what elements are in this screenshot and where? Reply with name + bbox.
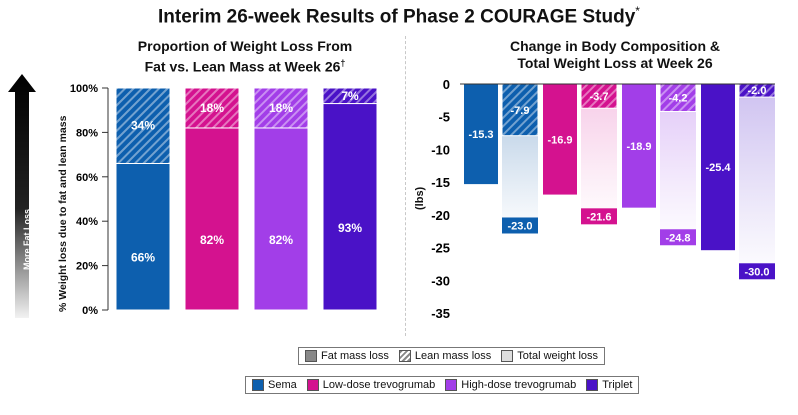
right-bar-lean-label-high-dose: -4.2: [669, 93, 688, 105]
right-chart-title-line2: Total Weight Loss at Week 26: [517, 55, 713, 71]
left-bar-fat-triplet: [322, 103, 378, 311]
right-bar-fat-high-dose: [622, 84, 656, 208]
legend-label-total-weight: Total weight loss: [517, 350, 599, 362]
left-bar-lean-label-sema: 34%: [131, 119, 155, 133]
legend-item-total-weight: Total weight loss: [501, 350, 598, 362]
arrow-icon: [8, 74, 36, 318]
left-bar-lean-label-high-dose: 18%: [269, 101, 293, 115]
legend-label-low-dose: Low-dose trevogrumab: [322, 379, 436, 391]
left-bar-fat-label-sema: 66%: [131, 251, 155, 265]
fat-mass-swatch: [305, 350, 317, 362]
high-dose-swatch: [445, 379, 458, 391]
left-bar-lean-low-dose: [184, 87, 240, 129]
legend-item-fat-mass: Fat mass loss: [305, 350, 389, 362]
left-y-tick-label: 60%: [76, 172, 98, 184]
right-bar-total-triplet: [739, 84, 775, 281]
left-y-tick-label: 100%: [70, 83, 98, 95]
lean-mass-swatch: [398, 350, 411, 362]
left-y-tick-label: 80%: [76, 127, 98, 139]
left-chart-title: Proportion of Weight Loss From Fat vs. L…: [95, 38, 395, 76]
legend-label-sema: Sema: [268, 379, 297, 391]
right-y-tick-label: -30: [431, 273, 450, 288]
right-bar-total-label-triplet: -30.0: [744, 266, 769, 278]
legend-label-high-dose: High-dose trevogrumab: [461, 379, 577, 391]
right-y-tick-label: -5: [438, 110, 450, 125]
right-bar-lean-label-sema: -7.9: [511, 105, 530, 117]
right-bar-fat-triplet: [701, 84, 735, 251]
total-weight-swatch: [501, 350, 514, 362]
right-bar-total-label-high-dose: -24.8: [665, 232, 690, 244]
right-y-tick-label: 0: [443, 77, 450, 92]
right-y-tick-label: -20: [431, 208, 450, 223]
left-bar-fat-sema: [115, 162, 171, 311]
legend-item-high-dose: High-dose trevogrumab: [445, 379, 576, 391]
left-chart-title-line1: Proportion of Weight Loss From: [137, 38, 353, 54]
more-fat-loss-arrow: More Fat Loss: [8, 74, 36, 318]
right-bar-fat-label-triplet: -25.4: [705, 162, 731, 174]
title-footnote-mark: *: [635, 4, 640, 18]
right-total-label-bg-triplet: [739, 263, 775, 280]
right-bar-fat-label-sema: -15.3: [468, 129, 493, 141]
right-chart: 0 -5 -10 -15 -20 -25 -30 -35 -15.3 -7.9 -23.0 -16.9…: [431, 77, 776, 321]
legend-item-sema: Sema: [252, 379, 297, 391]
right-chart-title-line1: Change in Body Composition &: [510, 38, 720, 54]
legend-item-low-dose: Low-dose trevogrumab: [306, 379, 436, 391]
right-y-tick-label: -15: [431, 175, 450, 190]
legend-label-lean-mass: Lean mass loss: [414, 350, 492, 362]
right-bar-lean-label-triplet: -2.0: [748, 85, 767, 97]
left-bar-lean-label-low-dose: 18%: [200, 101, 224, 115]
right-bar-lean-low-dose: [580, 83, 618, 109]
right-bar-total-label-sema: -23.0: [507, 220, 532, 232]
right-y-tick-label: -25: [431, 241, 450, 256]
panel-divider: [405, 36, 406, 336]
right-bar-lean-high-dose: [659, 83, 697, 112]
page-title: Interim 26-week Results of Phase 2 COURA…: [158, 4, 640, 28]
legend-label-triplet: Triplet: [602, 379, 633, 391]
right-y-tick-label: -35: [431, 306, 450, 321]
left-bar-lean-sema: [115, 87, 171, 164]
left-y-tick-label: 40%: [76, 216, 98, 228]
left-bar-fat-label-triplet: 93%: [338, 221, 362, 235]
left-y-tick-label: 0%: [82, 305, 98, 317]
triplet-swatch: [586, 379, 599, 391]
left-bar-lean-label-triplet: 7%: [341, 89, 359, 103]
right-bar-lean-label-low-dose: -3.7: [590, 91, 609, 103]
right-bar-total-label-low-dose: -21.6: [586, 211, 611, 223]
left-bar-lean-high-dose: [253, 87, 309, 129]
right-chart-title: Change in Body Composition & Total Weigh…: [455, 38, 775, 72]
left-chart: 0% 20% 40% 60% 80% 100% 66% 34% 82% 18% 82% 18% 93% 7…: [70, 83, 378, 317]
legend-label-fat-mass: Fat mass loss: [321, 350, 389, 362]
left-bar-fat-low-dose: [184, 127, 240, 311]
right-bar-fat-low-dose: [543, 84, 577, 195]
low-dose-swatch: [306, 379, 319, 391]
right-total-label-bg-sema: [502, 217, 538, 234]
mass-type-legend: Fat mass loss Lean mass loss Total weigh…: [298, 347, 606, 365]
left-bar-fat-label-high-dose: 82%: [269, 233, 293, 247]
sema-swatch: [252, 379, 264, 391]
left-bar-fat-high-dose: [253, 127, 309, 311]
left-y-tick-label: 20%: [76, 261, 98, 273]
right-bar-fat-label-high-dose: -18.9: [626, 141, 651, 153]
left-bar-fat-label-low-dose: 82%: [200, 233, 224, 247]
right-total-label-bg-low-dose: [581, 208, 617, 225]
right-total-label-bg-high-dose: [660, 229, 696, 246]
legend-item-triplet: Triplet: [586, 379, 632, 391]
left-chart-title-mark: †: [340, 58, 346, 68]
right-bar-fat-label-low-dose: -16.9: [547, 134, 572, 146]
right-bar-fat-sema: [464, 84, 498, 185]
left-bar-lean-triplet: [322, 87, 378, 105]
treatment-legend: Sema Low-dose trevogrumab High-dose trev…: [245, 376, 640, 394]
legend-item-lean-mass: Lean mass loss: [398, 350, 492, 362]
left-chart-title-line2: Fat vs. Lean Mass at Week 26: [144, 58, 341, 75]
right-y-tick-label: -10: [431, 142, 450, 157]
